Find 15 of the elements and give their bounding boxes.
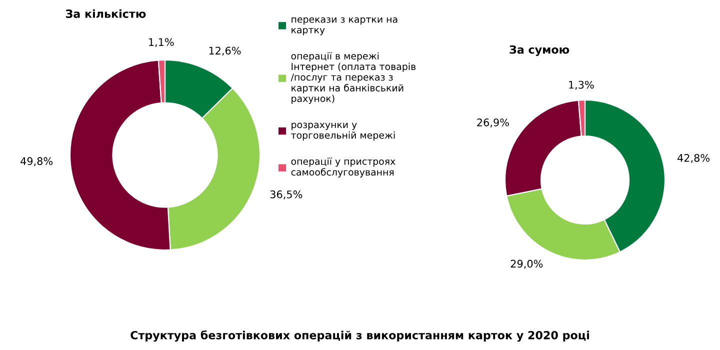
legend-label: перекази з картки на картку — [292, 17, 398, 36]
data-label: 1,1% — [149, 38, 174, 48]
chart-title: За сумою — [510, 45, 570, 56]
data-label: 26,9% — [477, 118, 509, 128]
data-label: 49,8% — [20, 157, 53, 166]
data-label: 1,3% — [569, 80, 594, 90]
legend-label: розрахунки у торговельній мережі — [291, 122, 395, 141]
data-label: 12,6% — [209, 46, 241, 56]
legend-label: операції в мережі Інтернет (оплата товарів /послуг та переказ з картки на банківський рахунок) — [290, 52, 416, 104]
chart-title: За кількістю — [66, 9, 146, 18]
data-label: 36,5% — [270, 190, 302, 200]
legend-label: операції у пристроях самообслуговування — [291, 158, 396, 178]
text: Структура безготівкових операцій з використанням карток у 2020 році — [130, 330, 589, 342]
data-label: 29,0% — [510, 260, 543, 269]
data-label: 42,8% — [678, 154, 710, 163]
